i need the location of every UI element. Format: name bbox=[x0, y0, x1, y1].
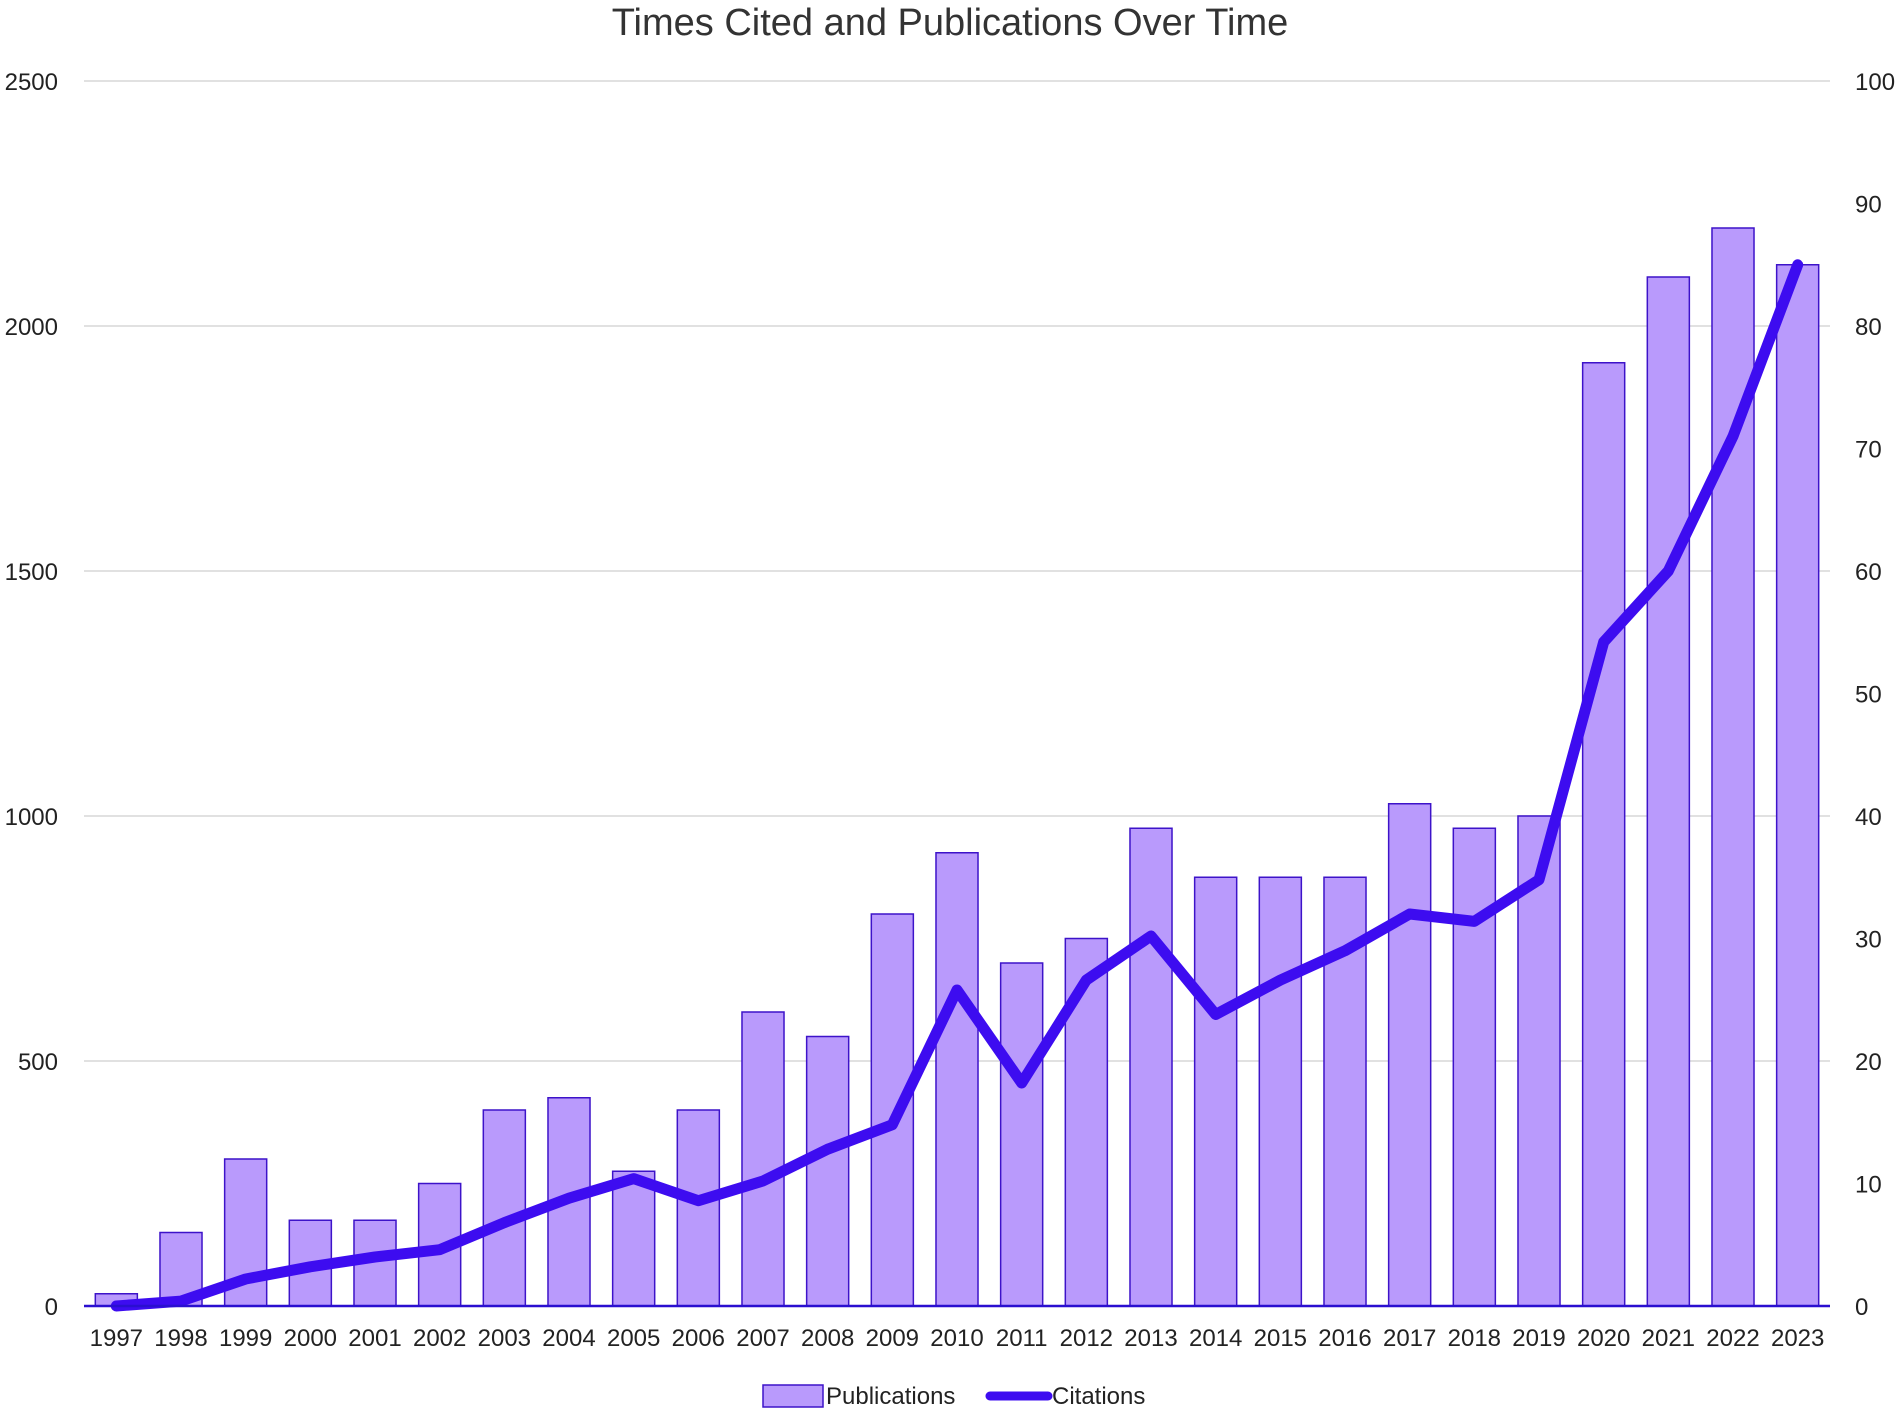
bar-publications bbox=[1452, 827, 1497, 1307]
legend-swatch-publications bbox=[762, 1384, 824, 1408]
x-tick-label: 2006 bbox=[672, 1325, 725, 1352]
x-tick-label: 2013 bbox=[1124, 1325, 1177, 1352]
citations-line bbox=[110, 259, 1804, 1312]
x-axis-ticks: 1997 1998 1999 2000 2001 2002 2003 2004 2005 2006… bbox=[90, 1325, 1825, 1352]
right-tick-label: 100 bbox=[1855, 69, 1895, 96]
x-tick-label: 2011 bbox=[996, 1325, 1048, 1352]
x-tick-label: 2001 bbox=[348, 1325, 401, 1352]
bar-publications bbox=[1646, 276, 1691, 1307]
left-tick-label: 1500 bbox=[5, 559, 58, 586]
left-tick-label: 2000 bbox=[5, 314, 58, 341]
publications-bars bbox=[94, 227, 1820, 1307]
x-tick-label: 1997 bbox=[90, 1325, 143, 1352]
x-tick-label: 2018 bbox=[1448, 1325, 1501, 1352]
right-tick-label: 90 bbox=[1855, 192, 1882, 219]
citations-line-layer bbox=[110, 259, 1804, 1312]
x-tick-label: 2007 bbox=[736, 1325, 789, 1352]
left-tick-label: 500 bbox=[18, 1049, 58, 1076]
x-tick-label: 2016 bbox=[1318, 1325, 1371, 1352]
bar-publications bbox=[805, 1035, 850, 1307]
bar-publications bbox=[482, 1109, 527, 1307]
x-tick-label: 2008 bbox=[801, 1325, 854, 1352]
x-tick-label: 2000 bbox=[284, 1325, 337, 1352]
x-tick-label: 2005 bbox=[607, 1325, 660, 1352]
bar-publications bbox=[935, 852, 979, 1307]
x-tick-label: 2009 bbox=[866, 1325, 919, 1352]
bar-publications bbox=[870, 913, 915, 1307]
right-tick-label: 20 bbox=[1855, 1049, 1882, 1076]
x-tick-label: 2012 bbox=[1060, 1325, 1113, 1352]
bar-publications bbox=[611, 1170, 656, 1307]
x-tick-label: 2002 bbox=[413, 1325, 466, 1352]
x-tick-label: 2019 bbox=[1512, 1325, 1565, 1352]
right-tick-label: 60 bbox=[1855, 559, 1882, 586]
x-tick-label: 2015 bbox=[1254, 1325, 1307, 1352]
right-tick-label: 80 bbox=[1855, 314, 1882, 341]
bar-publications bbox=[1064, 937, 1109, 1307]
x-tick-label: 2022 bbox=[1706, 1325, 1759, 1352]
right-tick-label: 10 bbox=[1855, 1172, 1882, 1199]
left-tick-label: 2500 bbox=[5, 69, 58, 96]
x-tick-label: 2021 bbox=[1642, 1325, 1695, 1352]
bar-publications bbox=[1775, 264, 1820, 1307]
right-tick-label: 30 bbox=[1855, 927, 1882, 954]
bar-publications bbox=[1193, 876, 1238, 1307]
right-tick-label: 40 bbox=[1855, 804, 1882, 831]
bar-publications bbox=[1129, 827, 1173, 1307]
bar-publications bbox=[1581, 362, 1626, 1307]
right-tick-label: 70 bbox=[1855, 437, 1882, 464]
x-tick-label: 1998 bbox=[154, 1325, 207, 1352]
left-tick-label: 0 bbox=[45, 1294, 58, 1321]
x-tick-label: 2017 bbox=[1383, 1325, 1436, 1352]
right-tick-label: 0 bbox=[1855, 1294, 1868, 1321]
right-tick-label: 50 bbox=[1855, 682, 1882, 709]
bar-publications bbox=[999, 962, 1044, 1307]
bar-publications bbox=[1387, 803, 1432, 1307]
bar-publications bbox=[676, 1109, 721, 1307]
left-tick-label: 1000 bbox=[5, 804, 58, 831]
x-tick-label: 2023 bbox=[1771, 1325, 1824, 1352]
right-axis-ticks: 0 10 20 30 40 50 60 70 80 90 100 bbox=[1855, 69, 1895, 1321]
x-tick-label: 2003 bbox=[478, 1325, 531, 1352]
x-tick-label: 2010 bbox=[930, 1325, 983, 1352]
bar-publications bbox=[741, 1011, 785, 1307]
bar-publications bbox=[1258, 876, 1303, 1307]
x-tick-label: 1999 bbox=[219, 1325, 272, 1352]
legend: Publications Citations bbox=[762, 1383, 1145, 1410]
legend-label-publications: Publications bbox=[826, 1383, 955, 1410]
chart-title: Times Cited and Publications Over Time bbox=[612, 2, 1289, 44]
legend-label-citations: Citations bbox=[1052, 1383, 1145, 1410]
left-axis-ticks: 0 500 1000 1500 2000 2500 bbox=[5, 69, 58, 1321]
x-tick-label: 2004 bbox=[542, 1325, 595, 1352]
x-tick-label: 2014 bbox=[1189, 1325, 1242, 1352]
x-tick-label: 2020 bbox=[1577, 1325, 1630, 1352]
